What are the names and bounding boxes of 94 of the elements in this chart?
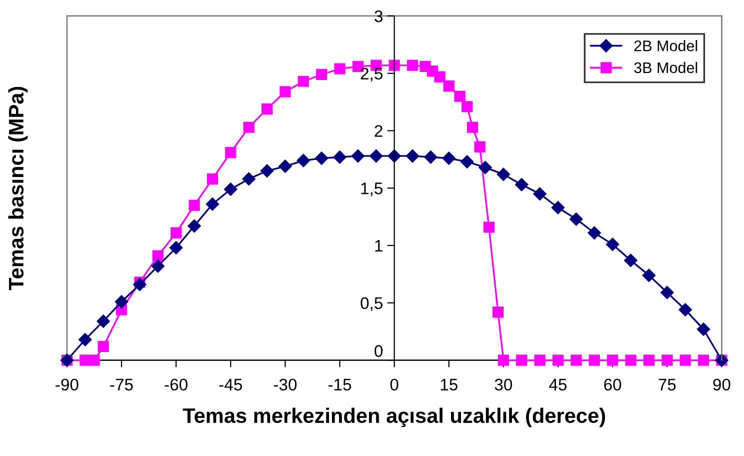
point: [552, 354, 564, 366]
x-tick-label: 45: [549, 378, 567, 391]
point: [333, 150, 346, 164]
point: [588, 226, 601, 240]
y-tick-label: 1: [375, 240, 382, 252]
y-tick-label: 2: [374, 125, 382, 137]
point: [462, 101, 473, 112]
point: [534, 354, 546, 366]
point: [696, 322, 710, 336]
point: [278, 160, 292, 173]
point: [434, 71, 446, 82]
point: [225, 146, 236, 158]
point: [492, 306, 504, 318]
x-tick-label: 60: [604, 378, 622, 391]
point: [98, 340, 109, 352]
x-axis-title: Temas merkezinden açısal uzaklık (derece): [182, 408, 606, 428]
point: [314, 152, 328, 165]
x-tick-label: -45: [219, 378, 242, 391]
point: [316, 68, 328, 80]
point: [466, 122, 478, 133]
point: [516, 354, 528, 366]
point: [460, 155, 474, 168]
point: [261, 103, 273, 114]
x-tick-label: 90: [713, 378, 730, 391]
point: [478, 160, 492, 174]
point: [606, 238, 620, 251]
point: [298, 76, 309, 87]
x-tick-label: 15: [440, 378, 458, 391]
y-tick-label: 3: [374, 10, 382, 22]
point: [607, 354, 618, 366]
point: [678, 303, 692, 316]
point: [370, 149, 383, 163]
point: [624, 254, 638, 267]
x-tick-label: 0: [390, 378, 398, 391]
point: [351, 149, 365, 163]
x-tick-label: -30: [274, 378, 297, 391]
point: [454, 90, 466, 102]
point: [642, 268, 656, 282]
point: [280, 86, 291, 98]
point: [188, 200, 200, 211]
point: [88, 354, 100, 366]
legend-label: 2B Model: [634, 40, 698, 52]
point: [260, 164, 274, 178]
legend-label: 3B Model: [634, 62, 698, 74]
point: [625, 354, 636, 366]
point: [388, 60, 400, 71]
point: [243, 122, 254, 133]
point: [643, 354, 654, 366]
x-tick-label: -60: [164, 378, 188, 391]
point: [570, 212, 583, 226]
point: [206, 198, 220, 211]
point: [242, 172, 256, 186]
point: [424, 150, 438, 164]
point: [114, 295, 128, 308]
point: [698, 354, 710, 366]
point: [133, 278, 146, 292]
y-tick-label: 1,5: [361, 182, 383, 196]
point: [570, 354, 582, 366]
point: [588, 354, 600, 366]
x-tick-label: -90: [56, 378, 78, 391]
point: [170, 227, 182, 238]
point: [442, 152, 456, 165]
point: [296, 154, 310, 168]
point: [151, 260, 164, 273]
point: [96, 314, 110, 328]
point: [334, 63, 346, 74]
point: [515, 178, 528, 192]
point: [224, 182, 238, 196]
point: [680, 354, 691, 366]
x-tick-label: -15: [328, 378, 352, 391]
y-tick-label: 0,5: [360, 297, 383, 312]
point: [406, 60, 418, 71]
point: [496, 168, 510, 181]
point: [662, 354, 673, 366]
x-tick-label: 30: [494, 378, 512, 391]
point: [388, 149, 401, 163]
x-tick-label: 75: [658, 378, 676, 391]
point: [443, 80, 454, 92]
point: [533, 187, 546, 200]
point: [78, 332, 92, 346]
x-tick-label: -75: [110, 378, 133, 391]
point: [188, 219, 201, 233]
point: [551, 201, 565, 214]
point: [483, 222, 494, 233]
y-tick-label: 0: [374, 345, 383, 357]
y-axis-title: Temas basıncı (MPa): [8, 86, 28, 290]
point: [152, 250, 164, 262]
point: [474, 141, 486, 152]
point: [660, 286, 674, 300]
point: [498, 354, 509, 366]
y-tick-label: 2,5: [360, 68, 383, 82]
point: [169, 241, 183, 254]
point: [406, 149, 420, 163]
point: [206, 173, 218, 184]
